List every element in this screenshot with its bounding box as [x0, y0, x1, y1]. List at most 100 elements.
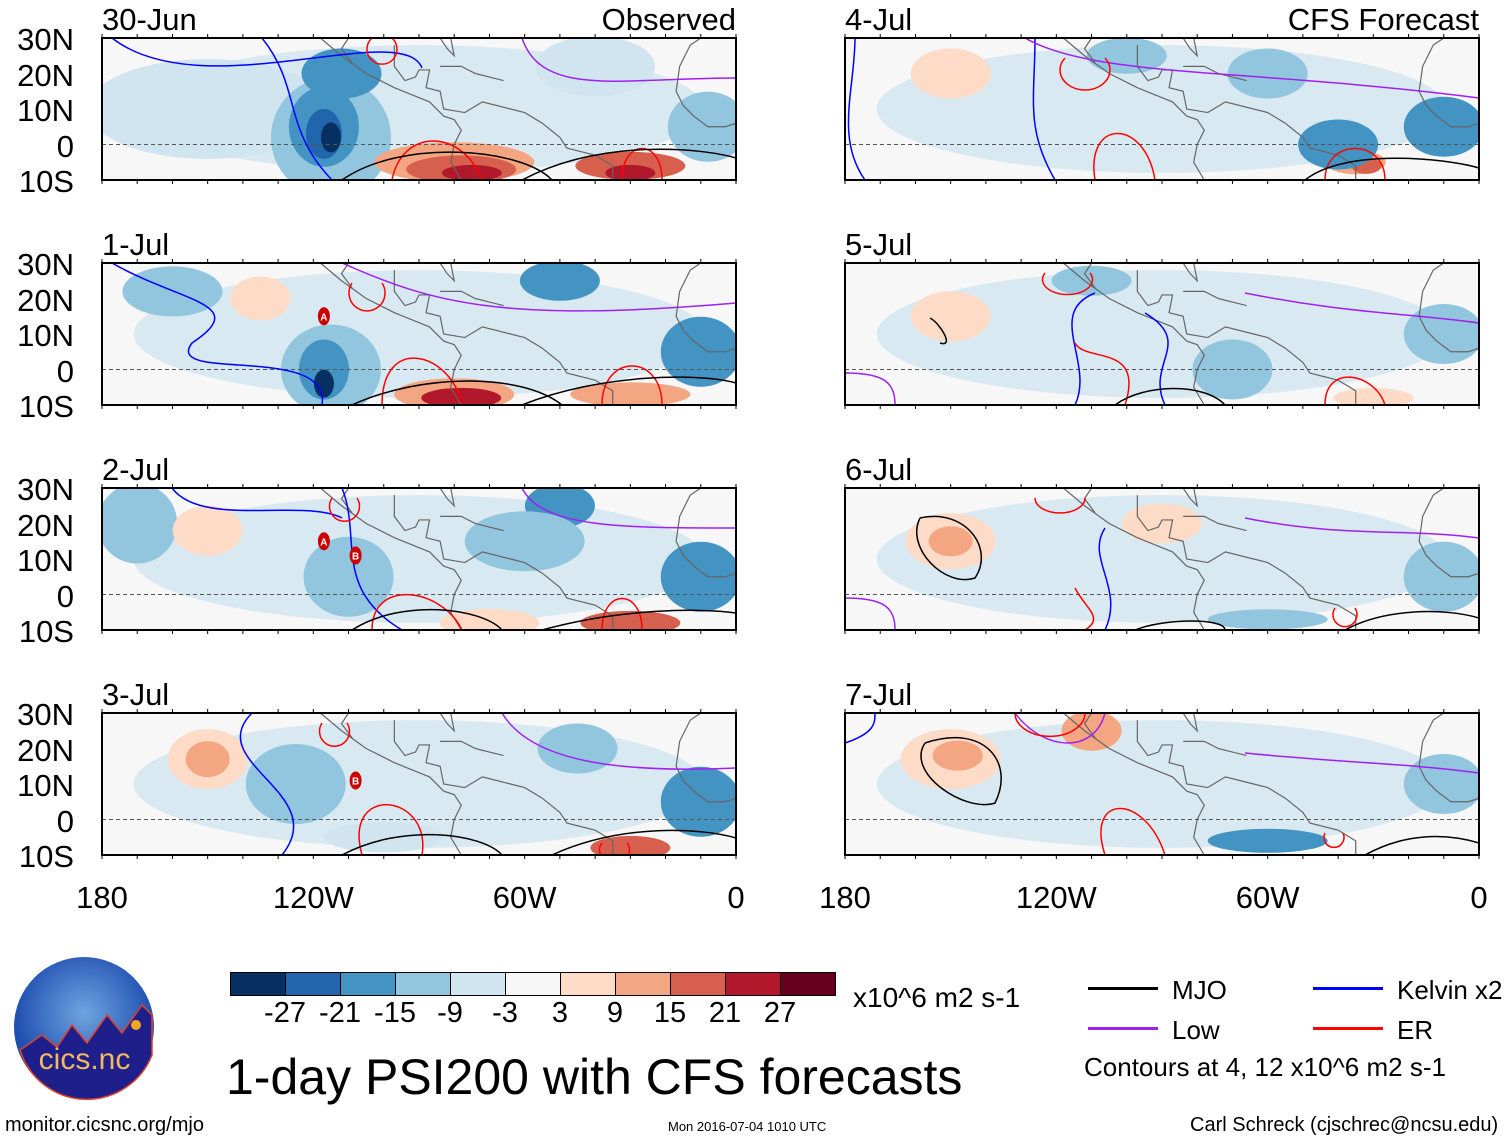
wave-contour — [348, 282, 386, 312]
wave-contour — [521, 488, 736, 529]
wave-contour — [381, 357, 463, 405]
wave-contour — [261, 38, 333, 180]
lat-tick-label: 20N — [17, 732, 74, 768]
lat-tick-label: 20N — [17, 282, 74, 318]
psi-anomaly-shading — [441, 164, 502, 180]
lat-tick-label: 10S — [18, 389, 74, 424]
wave-contour — [1364, 835, 1479, 855]
colorbar-label: -9 — [437, 997, 463, 1029]
wave-contour — [521, 38, 736, 82]
map-plot — [844, 484, 1480, 634]
storm-marker — [349, 771, 362, 790]
legend-label: Kelvin x2 — [1397, 975, 1503, 1005]
map-plot: A — [101, 259, 737, 409]
psi-anomaly-shading — [172, 505, 243, 556]
coastline — [1136, 45, 1357, 180]
lat-tick-label: 30N — [17, 247, 74, 282]
lon-tick-label: 60W — [1235, 880, 1300, 915]
coastline — [393, 495, 614, 630]
coastline — [1418, 713, 1479, 803]
lat-tick-label: 30N — [17, 22, 74, 57]
coastline — [1162, 263, 1199, 283]
coastline — [340, 488, 353, 514]
lat-tick-label: 30N — [17, 472, 74, 507]
psi-anomaly-shading — [535, 38, 656, 97]
colorbar-label: 9 — [606, 997, 624, 1029]
wave-contour — [845, 597, 896, 630]
psi-anomaly-shading — [660, 766, 736, 837]
wave-contour — [1332, 607, 1358, 628]
colorbar-label: -27 — [264, 997, 306, 1029]
wave-contour — [391, 140, 483, 180]
colorbar-swatch — [286, 973, 341, 995]
lon-tick-label: 0 — [727, 880, 745, 915]
psi-anomaly-shading — [313, 369, 334, 398]
wave-contour — [920, 737, 1002, 806]
colorbar — [230, 972, 836, 996]
lat-tick-label: 10N — [17, 318, 74, 353]
wave-contour — [111, 263, 323, 405]
storm-marker — [317, 307, 330, 326]
coastline — [1062, 38, 1205, 180]
coastline — [319, 713, 462, 855]
wave-contour — [1098, 527, 1112, 630]
wave-contour — [341, 833, 503, 855]
psi-anomaly-shading — [464, 511, 585, 572]
psi-anomaly-shading — [1403, 541, 1479, 612]
storm-marker — [349, 546, 362, 565]
colorbar-swatch — [671, 973, 726, 995]
storm-label: B — [352, 551, 359, 562]
psi-anomaly-shading — [298, 339, 349, 400]
map-plot — [101, 34, 737, 184]
coastline — [1162, 488, 1199, 508]
psi-anomaly-shading — [1403, 96, 1479, 157]
legend-label: ER — [1397, 1015, 1434, 1045]
wave-contour — [111, 38, 423, 69]
wave-contour — [621, 147, 663, 180]
colorbar-swatch — [561, 973, 616, 995]
footer-timestamp: Mon 2016-07-04 1010 UTC — [668, 1119, 827, 1134]
colorbar-swatch — [396, 973, 451, 995]
lat-tick-label: 0 — [56, 578, 74, 614]
panel-date: 1-Jul — [102, 227, 170, 262]
legend-label: MJO — [1172, 975, 1227, 1005]
coastline — [340, 38, 353, 64]
wave-contour — [1032, 38, 1056, 180]
map-plot — [844, 709, 1480, 859]
wave-contour — [1244, 517, 1479, 539]
coastline — [1062, 488, 1205, 630]
psi-anomaly-shading — [303, 536, 394, 617]
lon-tick-label: 0 — [1470, 880, 1488, 915]
wave-contour — [328, 497, 361, 522]
figure-title: 1-day PSI200 with CFS forecasts — [226, 1049, 963, 1105]
coastline — [440, 515, 504, 532]
coastline — [1162, 38, 1199, 58]
lat-tick-label: 10N — [17, 768, 74, 803]
colorbar-label: 15 — [653, 997, 687, 1029]
lat-tick-label: 10S — [18, 839, 74, 874]
psi-anomaly-shading — [605, 164, 656, 180]
coastline — [675, 38, 736, 128]
lat-tick-label: 10N — [17, 93, 74, 128]
psi-anomaly-shading — [660, 316, 736, 387]
cics-logo: cics.nc — [12, 955, 157, 1101]
psi-anomaly-shading — [230, 276, 291, 321]
colorbar-swatch — [726, 973, 781, 995]
legend-line — [1313, 987, 1383, 990]
wave-contour — [1244, 292, 1479, 324]
panel-date: 5-Jul — [845, 227, 913, 262]
wave-contour — [1134, 620, 1226, 630]
psi-anomaly-shading — [1086, 38, 1167, 74]
psi-anomaly-shading — [1061, 713, 1122, 751]
map-plot — [844, 259, 1480, 409]
legend-line — [1088, 1027, 1158, 1030]
coastline — [340, 263, 353, 289]
wave-contour — [501, 713, 736, 770]
legend-label: Low — [1172, 1015, 1220, 1045]
wave-contour — [1074, 587, 1095, 630]
storm-marker — [317, 532, 330, 551]
wave-contour — [341, 151, 553, 180]
lon-tick-label: 180 — [76, 880, 128, 915]
psi-anomaly-shading — [1403, 304, 1479, 364]
map-panel-7-jul: 7-Jul — [844, 677, 1480, 859]
